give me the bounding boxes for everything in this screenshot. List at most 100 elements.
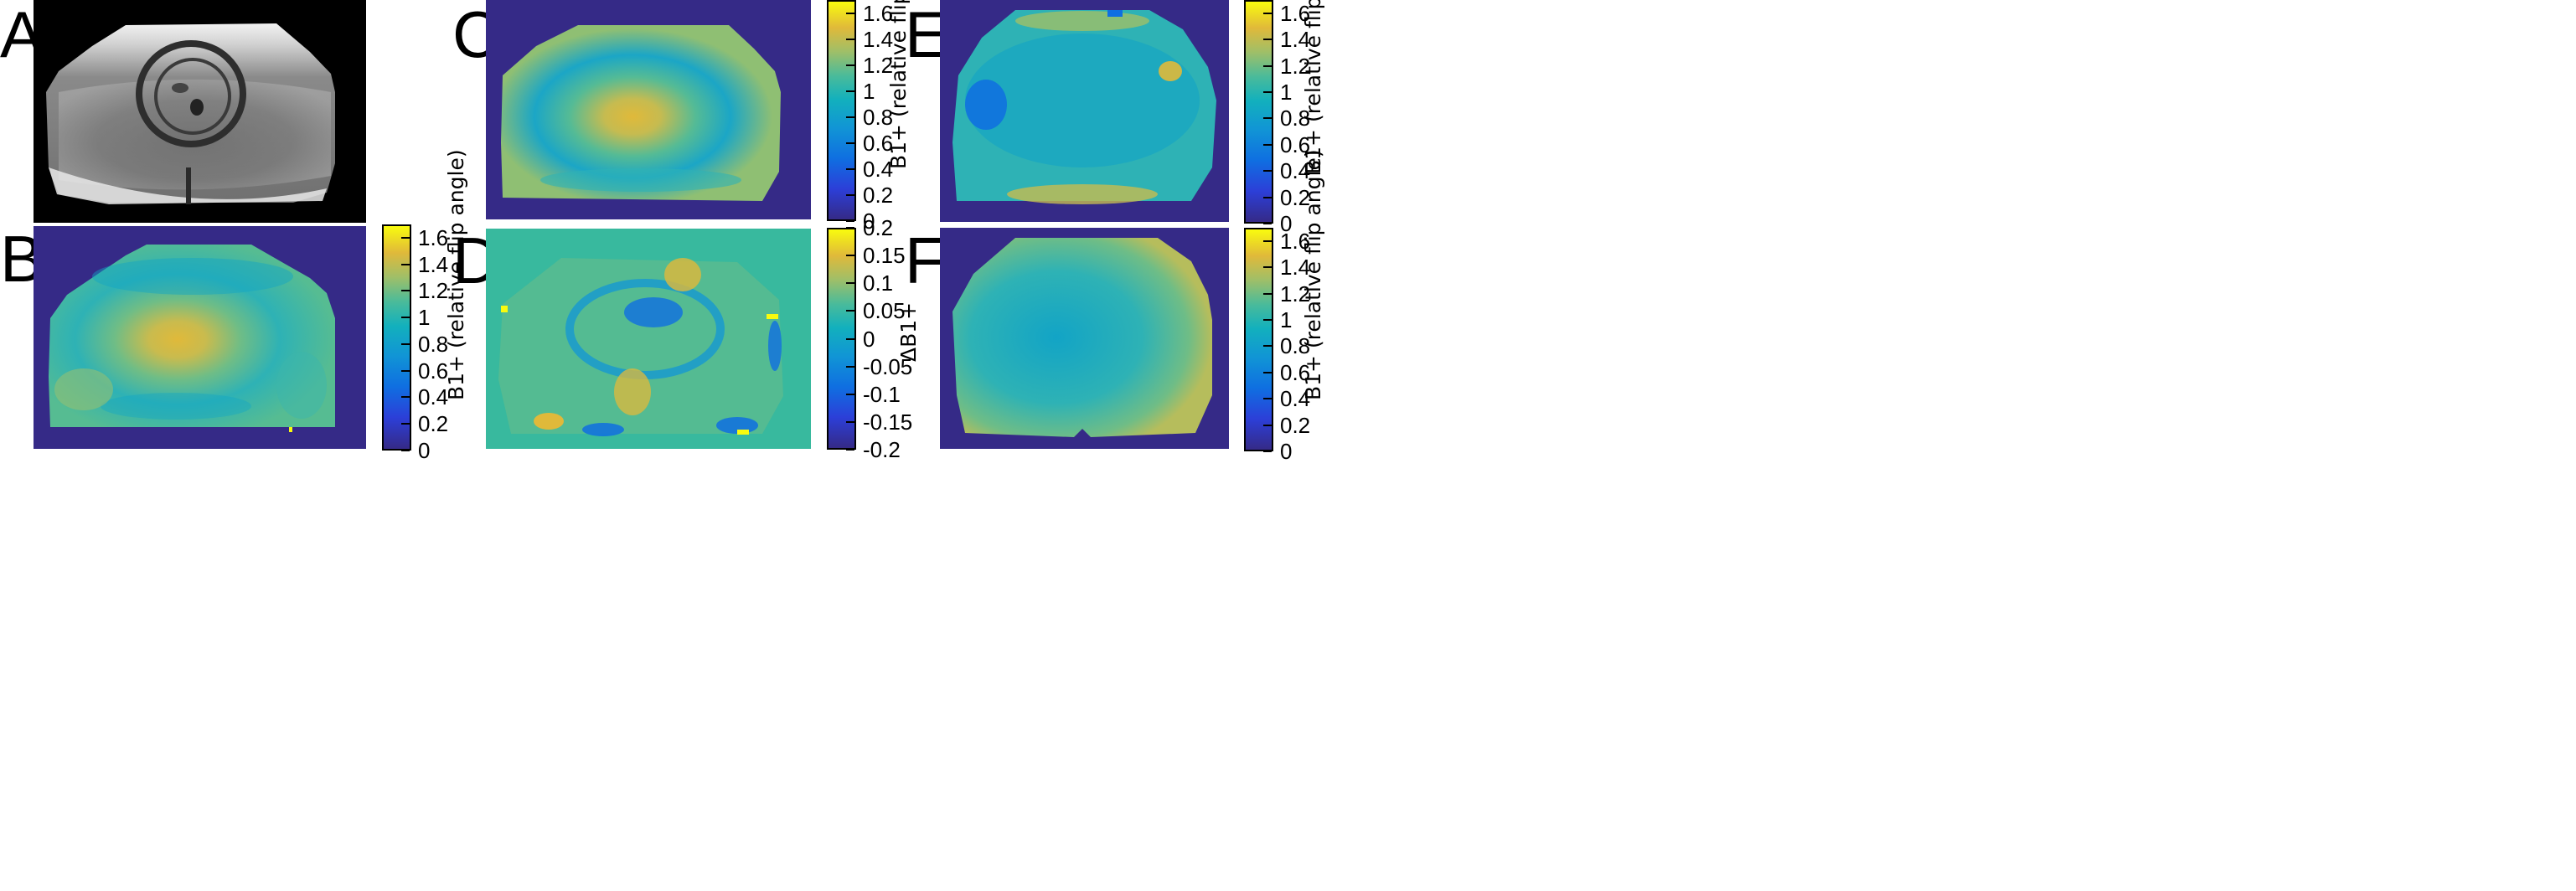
colorbar-c-tick-label: 1.2: [863, 52, 894, 78]
colorbar-c-tickmark: [846, 167, 854, 170]
colorbar-d-tick-label: -0.1: [863, 381, 901, 407]
colorbar-d-tick-label: 0.1: [863, 270, 894, 296]
colorbar-e-tick-label: 0.4: [1280, 158, 1311, 184]
colorbar-b-tickmark: [401, 263, 410, 265]
colorbar-c-tickmark: [846, 116, 854, 118]
colorbar-f-tick-label: 0.8: [1280, 333, 1311, 359]
colorbar-f-tickmark: [1263, 424, 1272, 426]
colorbar-f-tick-label: 0: [1280, 439, 1293, 464]
colorbar-c-gradient: [829, 2, 854, 219]
colorbar-d-tick-label: 0.2: [863, 215, 894, 240]
panel-d-diff-map: [486, 229, 811, 449]
colorbar-e-gradient: [1246, 2, 1272, 222]
colorbar-e-tick-label: 1: [1280, 79, 1293, 105]
colorbar-d-tick-label: -0.05: [863, 353, 913, 379]
colorbar-f-tick-label: 0.6: [1280, 359, 1311, 385]
colorbar-e-tickmark: [1263, 64, 1272, 67]
colorbar-e-tickmark: [1263, 39, 1272, 41]
colorbar-b-tick-label: 0.8: [418, 331, 449, 357]
colorbar-e-tickmark: [1263, 90, 1272, 93]
colorbar-f-gradient: [1246, 229, 1272, 450]
colorbar-e-tick-label: 1.2: [1280, 53, 1311, 79]
colorbar-c-tickmark: [846, 38, 854, 40]
colorbar-f-tickmark: [1263, 398, 1272, 400]
colorbar-c-tick-label: 0.8: [863, 104, 894, 130]
colorbar-b-gradient: [384, 226, 410, 449]
colorbar-d-tickmark: [846, 337, 854, 340]
colorbar-e-tick-label: 0.6: [1280, 131, 1311, 157]
colorbar-c: [827, 0, 856, 221]
panel-f-b1-map: [940, 228, 1229, 449]
colorbar-f-tick-label: 1.4: [1280, 255, 1311, 281]
colorbar-e-tick-label: 0: [1280, 211, 1293, 236]
colorbar-f-tickmark: [1263, 266, 1272, 269]
colorbar-b-tickmark: [401, 236, 410, 239]
panel-a-mri-image: [34, 0, 366, 223]
colorbar-d-tick-label: -0.15: [863, 409, 913, 435]
colorbar-c-tickmark: [846, 90, 854, 92]
colorbar-e-tick-label: 0.2: [1280, 184, 1311, 210]
panel-b-b1-map: [34, 226, 366, 449]
colorbar-c-tick-label: 1.6: [863, 0, 894, 26]
colorbar-e-tickmark: [1263, 170, 1272, 173]
colorbar-d-tickmark: [846, 365, 854, 368]
colorbar-f-tickmark: [1263, 292, 1272, 295]
colorbar-e-tickmark: [1263, 12, 1272, 14]
panel-c-b1-map: [486, 0, 811, 219]
colorbar-b-tickmark: [401, 290, 410, 292]
colorbar-c-tick-label: 0.6: [863, 130, 894, 156]
colorbar-b-tick-label: 1.6: [418, 224, 449, 250]
colorbar-b-tickmark: [401, 450, 410, 451]
colorbar-f-tickmark: [1263, 451, 1272, 452]
colorbar-d-tickmark: [846, 255, 854, 257]
colorbar-c-tick-label: 0: [863, 209, 875, 234]
colorbar-e-tick-label: 0.8: [1280, 106, 1311, 131]
colorbar-b: [382, 224, 411, 451]
colorbar-f-tick-label: 0.4: [1280, 386, 1311, 412]
colorbar-f-tickmark: [1263, 345, 1272, 348]
colorbar-e-tickmark: [1263, 196, 1272, 198]
colorbar-e-tick-label: 1.6: [1280, 0, 1311, 26]
colorbar-b-tick-label: 1.4: [418, 251, 449, 277]
colorbar-d-tick-label: 0: [863, 326, 875, 352]
colorbar-b-tick-label: 0.2: [418, 411, 449, 437]
colorbar-f-tickmark: [1263, 239, 1272, 242]
panel-label-f: F: [905, 224, 945, 297]
colorbar-c-tick-label: 0.4: [863, 156, 894, 182]
colorbar-d-tickmark: [846, 310, 854, 312]
colorbar-d-tick-label: -0.2: [863, 437, 901, 462]
colorbar-e-tickmark: [1263, 143, 1272, 146]
colorbar-b-tick-label: 1.2: [418, 278, 449, 304]
colorbar-b-tickmark: [401, 396, 410, 399]
colorbar-b-tickmark: [401, 342, 410, 345]
colorbar-b-tick-label: 0: [418, 438, 431, 463]
colorbar-b-tick-label: 0.6: [418, 358, 449, 384]
colorbar-b-tickmark: [401, 369, 410, 372]
colorbar-e-tickmark: [1263, 117, 1272, 120]
colorbar-e-tick-label: 1.4: [1280, 27, 1311, 53]
colorbar-b-tick-label: 0.4: [418, 384, 449, 410]
colorbar-d-tickmark: [846, 227, 854, 229]
colorbar-d-tickmark: [846, 449, 854, 451]
colorbar-f: [1244, 228, 1273, 451]
colorbar-e: [1244, 0, 1273, 224]
colorbar-f-tick-label: 0.2: [1280, 412, 1311, 438]
colorbar-c-tickmark: [846, 12, 854, 14]
panel-e-b1-map: [940, 0, 1229, 222]
colorbar-d-tick-label: 0.05: [863, 298, 906, 324]
colorbar-b-tickmark: [401, 317, 410, 319]
colorbar-e-tickmark: [1263, 223, 1272, 224]
colorbar-b-tickmark: [401, 423, 410, 425]
colorbar-c-tickmark: [846, 64, 854, 66]
colorbar-f-tickmark: [1263, 371, 1272, 373]
colorbar-d-tick-label: 0.15: [863, 243, 906, 269]
colorbar-f-tick-label: 1.2: [1280, 281, 1311, 306]
colorbar-c-tick-label: 0.2: [863, 182, 894, 208]
colorbar-d-tickmark: [846, 420, 854, 423]
colorbar-d-tickmark: [846, 393, 854, 395]
colorbar-c-tickmark: [846, 142, 854, 144]
colorbar-c-tickmark: [846, 193, 854, 196]
colorbar-c-tickmark: [846, 220, 854, 222]
colorbar-f-tickmark: [1263, 318, 1272, 321]
colorbar-b-tick-label: 1: [418, 305, 431, 331]
